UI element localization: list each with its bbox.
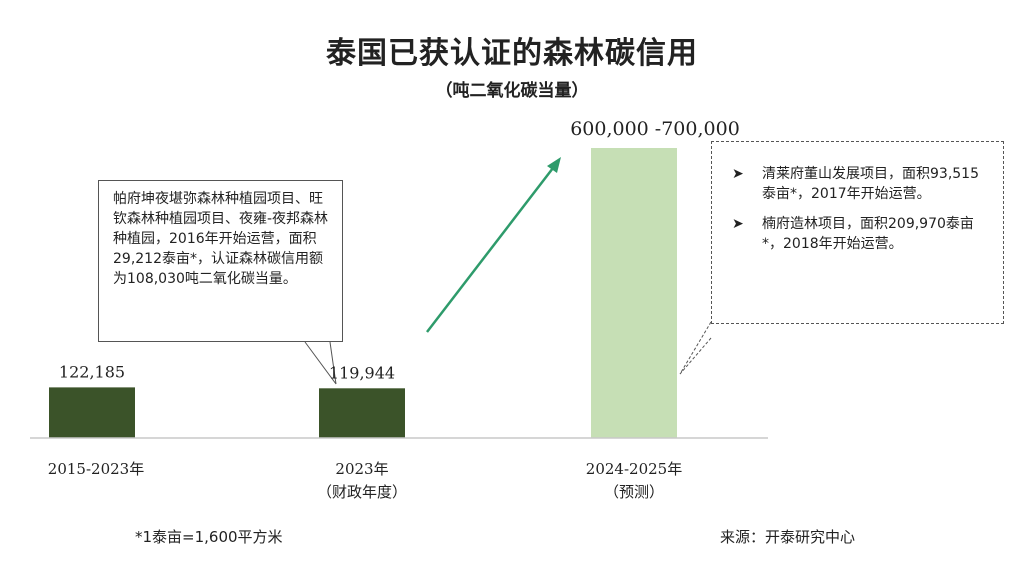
category-label: 2024-2025年: [586, 460, 682, 478]
right-callout-box: ➤ 清莱府董山发展项目，面积93,515泰亩*，2017年开始运营。 ➤ 楠府造…: [711, 141, 1004, 324]
right-callout-item-text: 清莱府董山发展项目，面积93,515泰亩*，2017年开始运营。: [762, 166, 979, 202]
right-callout-item: ➤ 楠府造林项目，面积209,970泰亩*，2018年开始运营。: [726, 214, 991, 254]
left-callout-text: 帕府坤夜堪弥森林种植园项目、旺钦森林种植园项目、夜雍-夜邦森林种植园，2016年…: [113, 191, 329, 287]
bar-value-label: 600,000 -700,000: [570, 118, 740, 140]
bar: [319, 388, 405, 438]
category-sublabel: （预测）: [604, 483, 664, 501]
growth-arrow: [426, 157, 561, 333]
right-callout-item-text: 楠府造林项目，面积209,970泰亩*，2018年开始运营。: [762, 216, 974, 252]
bar: [49, 387, 135, 438]
category-sublabel: （财政年度）: [317, 483, 407, 501]
bar: [591, 148, 677, 438]
chart-title: 泰国已获认证的森林碳信用: [326, 36, 698, 71]
category-label: 2023年: [335, 460, 388, 478]
arrow-bullet-icon: ➤: [732, 216, 744, 232]
chart-subtitle: （吨二氧化碳当量）: [435, 81, 589, 101]
right-callout-pointer: [679, 321, 712, 375]
source-note: 来源：开泰研究中心: [720, 528, 856, 546]
footnote: *1泰亩=1,600平方米: [135, 528, 283, 546]
left-callout-box: 帕府坤夜堪弥森林种植园项目、旺钦森林种植园项目、夜雍-夜邦森林种植园，2016年…: [98, 180, 343, 342]
bar-value-label: 122,185: [59, 362, 125, 381]
category-label: 2015-2023年: [48, 460, 144, 478]
left-callout-pointer: [304, 341, 337, 385]
arrow-bullet-icon: ➤: [732, 166, 744, 182]
bar-value-label: 119,944: [329, 363, 395, 382]
right-callout-item: ➤ 清莱府董山发展项目，面积93,515泰亩*，2017年开始运营。: [726, 164, 991, 204]
